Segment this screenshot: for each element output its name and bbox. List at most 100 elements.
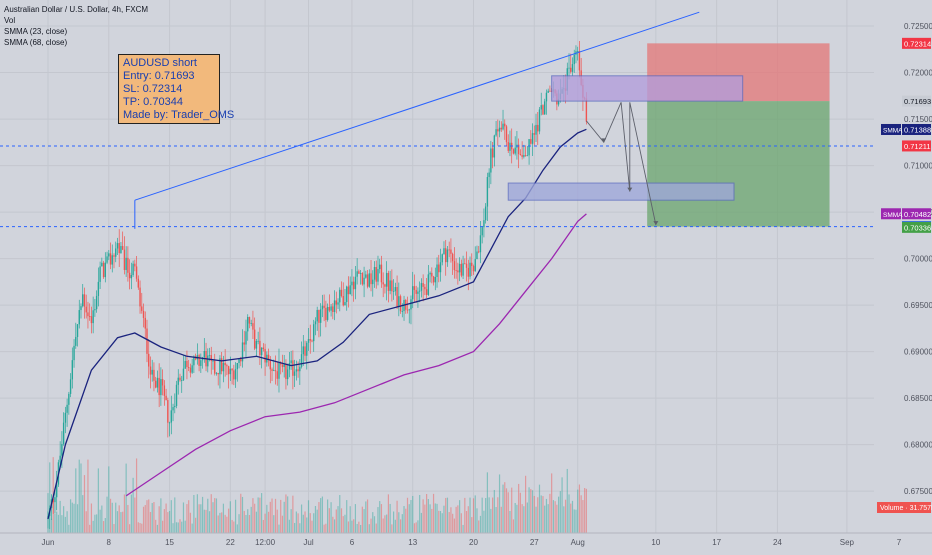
- candle-body: [465, 263, 468, 268]
- candle-body: [274, 370, 277, 372]
- volume-bar: [511, 487, 513, 533]
- candle-body: [455, 270, 457, 271]
- indicator-vol[interactable]: Vol: [4, 16, 16, 25]
- volume-bar: [401, 514, 403, 533]
- volume-bar: [531, 490, 534, 533]
- volume-bar: [142, 506, 145, 533]
- volume-bar: [354, 504, 357, 533]
- price-tick-label: 0.68000: [904, 441, 932, 450]
- volume-bar: [196, 494, 198, 533]
- candle-body: [243, 342, 245, 345]
- volume-bar: [358, 521, 360, 533]
- volume-bar: [526, 502, 528, 533]
- candle-body: [102, 262, 105, 278]
- volume-bar: [518, 483, 520, 533]
- candle-body: [570, 67, 572, 72]
- take-profit-zone: [647, 101, 830, 227]
- indicator-smma-fast[interactable]: SMMA (23, close): [4, 27, 68, 36]
- candle-body: [540, 105, 542, 110]
- volume-bar: [368, 524, 370, 533]
- trade-note[interactable]: AUDUSD short Entry: 0.71693 SL: 0.72314 …: [118, 54, 234, 124]
- candle-body: [413, 286, 416, 290]
- candle-body: [208, 355, 211, 356]
- volume-bar: [59, 500, 61, 533]
- volume-bar: [559, 491, 561, 533]
- volume-bar: [306, 517, 308, 533]
- candle-body: [323, 305, 325, 308]
- volume-bar: [76, 504, 79, 533]
- price-label: 0.71211: [904, 142, 931, 151]
- candle-body: [507, 142, 509, 151]
- candle-body: [83, 294, 86, 307]
- volume-bar: [104, 518, 106, 533]
- volume-bar: [214, 498, 216, 533]
- volume-bar: [250, 506, 252, 533]
- volume-bar: [85, 511, 87, 533]
- candle-body: [293, 371, 296, 376]
- candle-body: [379, 264, 381, 270]
- candle-body: [68, 393, 70, 405]
- candle-body: [97, 281, 100, 296]
- time-axis[interactable]: Jun 8 15 22 12:00 Jul 6 13 20 27 Aug 10 17 24 Sep 7: [0, 532, 932, 550]
- volume-bar: [314, 505, 317, 533]
- volume-bar: [552, 500, 554, 533]
- volume-bar: [570, 503, 572, 533]
- volume-bar: [247, 509, 249, 533]
- trendline: [134, 11, 700, 201]
- volume-bar: [215, 498, 218, 533]
- candle-body: [392, 291, 395, 292]
- candle-body: [184, 360, 186, 369]
- candle-body: [514, 147, 516, 154]
- candle-body: [366, 274, 369, 287]
- note-line-sl: SL: 0.72314: [123, 83, 183, 95]
- candle-body: [318, 309, 320, 323]
- candle-body: [311, 340, 313, 342]
- volume-bar: [290, 509, 292, 533]
- volume-bar: [365, 501, 367, 533]
- volume-bar: [267, 511, 270, 533]
- candle-body: [368, 273, 370, 287]
- volume-bar: [109, 498, 112, 533]
- candle-body: [306, 342, 308, 356]
- candle-body: [198, 355, 200, 366]
- candle-body: [231, 368, 233, 371]
- price-axis[interactable]: 0.725000.720000.715000.710000.705000.700…: [874, 0, 932, 550]
- volume-bar: [323, 524, 325, 533]
- volume-bar: [111, 502, 113, 533]
- symbol-title[interactable]: Australian Dollar / U.S. Dollar, 4h, FXC…: [4, 5, 149, 14]
- candle-body: [113, 255, 115, 257]
- time-tick-label: 27: [530, 538, 539, 547]
- candle-body: [179, 377, 181, 381]
- supply-zone: [551, 75, 744, 102]
- candle-body: [99, 266, 101, 282]
- candle-body: [549, 90, 551, 92]
- volume-bar: [403, 506, 405, 533]
- volume-bar: [149, 511, 152, 533]
- volume-bar: [182, 502, 185, 533]
- volume-bar: [320, 498, 322, 533]
- candle-body: [154, 380, 157, 388]
- volume-bar: [106, 496, 108, 533]
- indicator-smma-slow[interactable]: SMMA (68, close): [4, 38, 68, 47]
- volume-bar: [64, 516, 66, 533]
- candle-body: [340, 289, 343, 296]
- candle-body: [474, 259, 476, 272]
- volume-bar: [363, 509, 365, 533]
- volume-bar: [137, 522, 139, 533]
- candle-body: [453, 261, 456, 271]
- candle-body: [578, 51, 581, 71]
- volume-bar: [82, 495, 84, 533]
- volume-bar: [563, 506, 565, 533]
- volume-bar: [262, 519, 264, 533]
- volume-bar: [87, 459, 89, 533]
- candle-body: [359, 273, 362, 274]
- volume-bar: [471, 517, 473, 533]
- volume-bar: [495, 507, 497, 533]
- time-tick-label: 17: [712, 538, 721, 547]
- candle-body: [55, 484, 58, 498]
- candle-body: [467, 267, 469, 277]
- volume-bar: [321, 496, 324, 533]
- candle-body: [280, 363, 282, 365]
